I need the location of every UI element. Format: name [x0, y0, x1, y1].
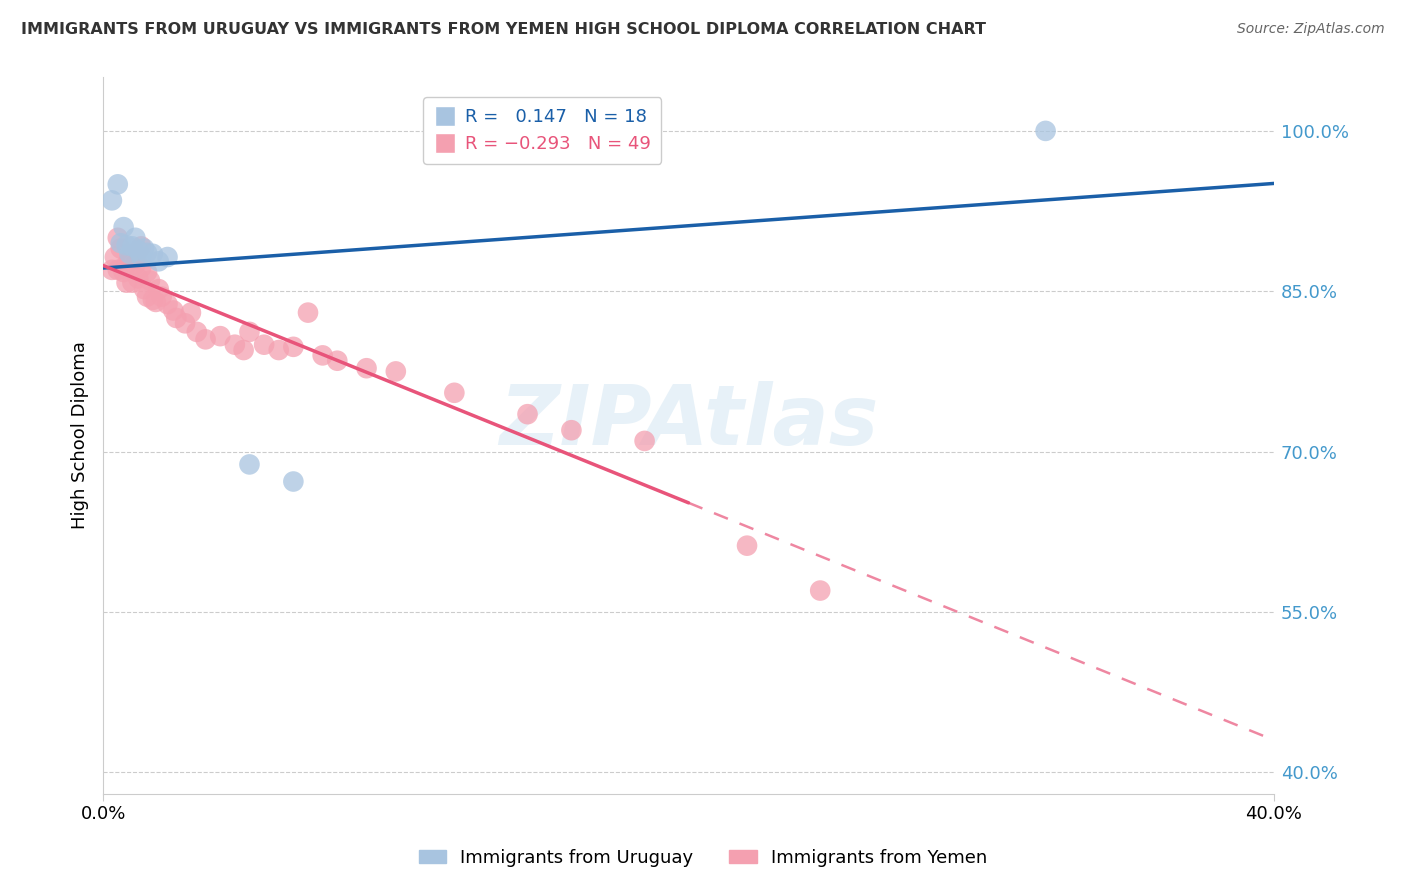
Point [129, 250, 152, 264]
Point [129, 239, 152, 253]
Point [180, 305, 202, 319]
Point [124, 231, 146, 245]
Point [112, 265, 135, 279]
Point [101, 194, 124, 208]
Point [115, 238, 138, 252]
Point [150, 289, 173, 303]
Point [267, 343, 290, 357]
Point [194, 332, 217, 346]
Point [136, 265, 159, 279]
Point [132, 242, 155, 256]
Point [156, 297, 179, 311]
Point [165, 310, 187, 325]
Point [104, 250, 127, 264]
Point [127, 244, 149, 258]
Point [808, 583, 831, 598]
Point [132, 282, 155, 296]
Point [326, 353, 349, 368]
Point [121, 252, 143, 267]
Point [121, 276, 143, 290]
Text: IMMIGRANTS FROM URUGUAY VS IMMIGRANTS FROM YEMEN HIGH SCHOOL DIPLOMA CORRELATION: IMMIGRANTS FROM URUGUAY VS IMMIGRANTS FR… [21, 22, 986, 37]
Point [443, 385, 465, 400]
Point [253, 337, 276, 351]
Point [118, 247, 141, 261]
Point [560, 423, 582, 437]
Point [118, 250, 141, 264]
Point [283, 475, 305, 489]
Point [148, 254, 170, 268]
Point [115, 276, 138, 290]
Point [124, 258, 146, 272]
Point [162, 303, 184, 318]
Legend: Immigrants from Uruguay, Immigrants from Yemen: Immigrants from Uruguay, Immigrants from… [412, 842, 994, 874]
Point [311, 348, 333, 362]
Text: ZIPAtlas: ZIPAtlas [499, 381, 879, 462]
Point [224, 337, 246, 351]
Point [633, 434, 655, 448]
Y-axis label: High School Diploma: High School Diploma [72, 342, 89, 530]
Point [121, 239, 143, 253]
Point [129, 260, 152, 275]
Point [139, 274, 162, 288]
Point [735, 539, 758, 553]
Point [107, 231, 129, 245]
Point [107, 178, 129, 192]
Point [238, 458, 260, 472]
Point [112, 220, 135, 235]
Point [127, 244, 149, 258]
Point [145, 294, 167, 309]
Point [385, 364, 408, 378]
Point [101, 263, 124, 277]
Point [238, 325, 260, 339]
Point [115, 258, 138, 272]
Point [136, 245, 159, 260]
Point [136, 289, 159, 303]
Point [297, 305, 319, 319]
Point [232, 343, 254, 357]
Point [142, 247, 165, 261]
Point [186, 325, 208, 339]
Point [174, 316, 197, 330]
Point [110, 242, 132, 256]
Point [156, 250, 179, 264]
Point [516, 407, 538, 421]
Point [107, 263, 129, 277]
Point [110, 236, 132, 251]
Point [127, 271, 149, 285]
Point [283, 340, 305, 354]
Point [148, 282, 170, 296]
Point [1035, 124, 1057, 138]
Text: Source: ZipAtlas.com: Source: ZipAtlas.com [1237, 22, 1385, 37]
Legend: R =   0.147   N = 18, R = −0.293   N = 49: R = 0.147 N = 18, R = −0.293 N = 49 [423, 97, 661, 164]
Point [209, 329, 232, 343]
Point [142, 293, 165, 307]
Point [356, 361, 378, 376]
